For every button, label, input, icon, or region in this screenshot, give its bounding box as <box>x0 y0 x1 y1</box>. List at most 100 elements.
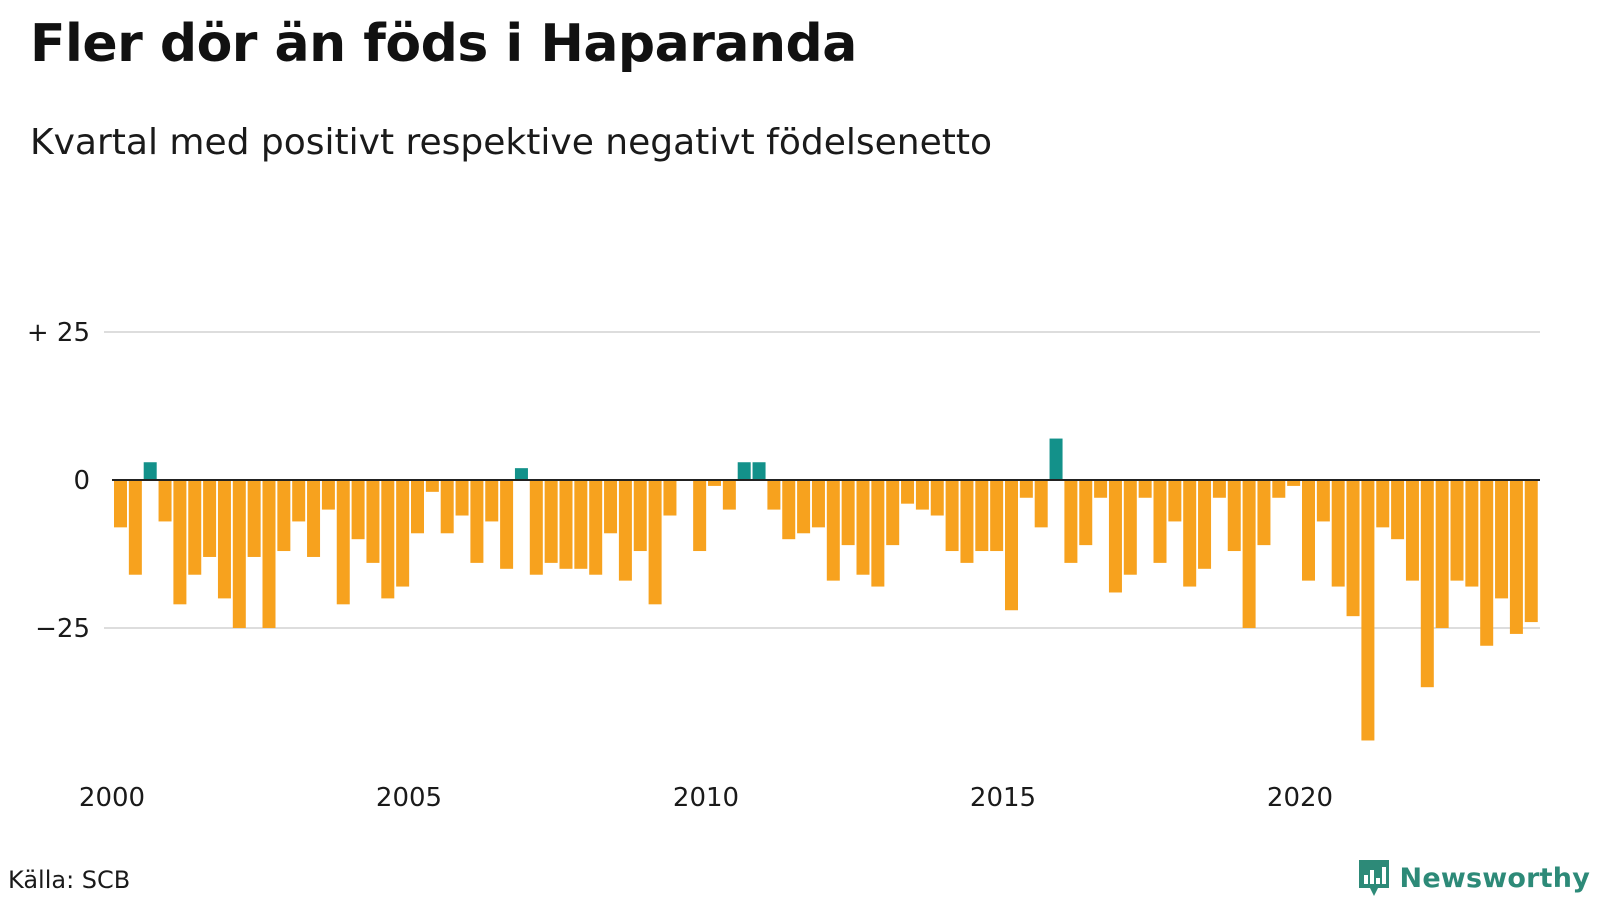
bar <box>811 480 825 528</box>
bar <box>1361 480 1375 741</box>
chart-subtitle: Kvartal med positivt respektive negativt… <box>30 122 992 163</box>
newsworthy-chart-icon <box>1358 860 1389 896</box>
bar <box>1049 438 1063 480</box>
y-axis-tick-labels: + 25 0 −25 <box>27 318 90 644</box>
bar <box>351 480 365 540</box>
source-note: Källa: SCB <box>8 866 131 894</box>
bar <box>797 480 811 534</box>
bar <box>915 480 929 510</box>
bar <box>1405 480 1419 581</box>
bar <box>945 480 959 552</box>
bar <box>708 480 721 486</box>
bar <box>1331 480 1345 587</box>
bar <box>693 480 707 552</box>
bar <box>366 480 380 563</box>
x-tick-label: 2020 <box>1267 783 1333 813</box>
x-tick-label: 2000 <box>79 783 145 813</box>
bar <box>856 480 870 575</box>
bar <box>871 480 885 587</box>
bar <box>188 480 202 575</box>
bar <box>1272 480 1286 498</box>
bar <box>1257 480 1271 546</box>
bar <box>1227 480 1241 552</box>
bar <box>1212 480 1226 498</box>
bar <box>722 480 736 510</box>
bar <box>1420 480 1434 688</box>
bar <box>440 480 454 534</box>
bar <box>1034 480 1048 528</box>
bar <box>1108 480 1122 593</box>
bar <box>455 480 469 516</box>
bar <box>500 480 514 569</box>
gridlines <box>104 331 1540 629</box>
bar <box>247 480 261 557</box>
bar <box>114 480 127 528</box>
bar <box>618 480 632 581</box>
bar <box>633 480 647 552</box>
chart-title: Fler dör än föds i Haparanda <box>30 14 857 74</box>
bar <box>173 480 187 605</box>
bar <box>1242 480 1256 628</box>
bar <box>767 480 781 510</box>
bar <box>1524 480 1538 623</box>
bar <box>990 480 1004 552</box>
bar <box>782 480 796 540</box>
bar <box>336 480 350 605</box>
bar <box>1376 480 1390 528</box>
bar <box>1509 480 1523 634</box>
bar <box>411 480 424 534</box>
bar <box>232 480 246 628</box>
x-tick-label: 2005 <box>376 783 442 813</box>
bar <box>1346 480 1360 617</box>
bar <box>841 480 855 546</box>
bar <box>1302 480 1315 581</box>
bar <box>470 480 484 563</box>
bar <box>901 480 915 504</box>
bar <box>529 480 543 575</box>
bar <box>217 480 231 599</box>
bar <box>321 480 335 510</box>
bar <box>143 462 157 480</box>
bar <box>158 480 172 522</box>
bar <box>1316 480 1330 522</box>
x-tick-label: 2015 <box>970 783 1036 813</box>
bar <box>544 480 558 563</box>
bar <box>1435 480 1449 628</box>
bar <box>960 480 974 563</box>
bar <box>128 480 142 575</box>
bar <box>1005 480 1018 611</box>
x-tick-label: 2010 <box>673 783 739 813</box>
bar <box>425 480 439 492</box>
bar <box>292 480 306 522</box>
bar <box>262 480 276 628</box>
y-tick-label: + 25 <box>27 318 90 348</box>
bar <box>1465 480 1479 587</box>
x-axis-tick-labels: 2000 2005 2010 2015 2020 <box>79 783 1333 813</box>
bar <box>559 480 573 569</box>
bars <box>114 438 1538 741</box>
bar <box>930 480 944 516</box>
bar <box>1123 480 1137 575</box>
bar <box>752 462 766 480</box>
bar <box>1287 480 1301 486</box>
bar <box>1495 480 1509 599</box>
bar <box>1094 480 1108 498</box>
bar <box>1138 480 1152 498</box>
bar <box>1019 480 1033 498</box>
bar <box>1168 480 1182 522</box>
bar <box>203 480 217 557</box>
bar <box>826 480 840 581</box>
y-tick-label: −25 <box>35 614 90 644</box>
bar <box>1198 480 1212 569</box>
bar <box>1480 480 1494 646</box>
bar <box>737 462 751 480</box>
bar <box>514 468 528 480</box>
bar <box>663 480 677 516</box>
bar <box>1079 480 1093 546</box>
bar <box>1450 480 1464 581</box>
bar <box>886 480 900 546</box>
bar <box>1064 480 1078 563</box>
bar <box>648 480 662 605</box>
bar <box>975 480 989 552</box>
bar <box>1183 480 1197 587</box>
